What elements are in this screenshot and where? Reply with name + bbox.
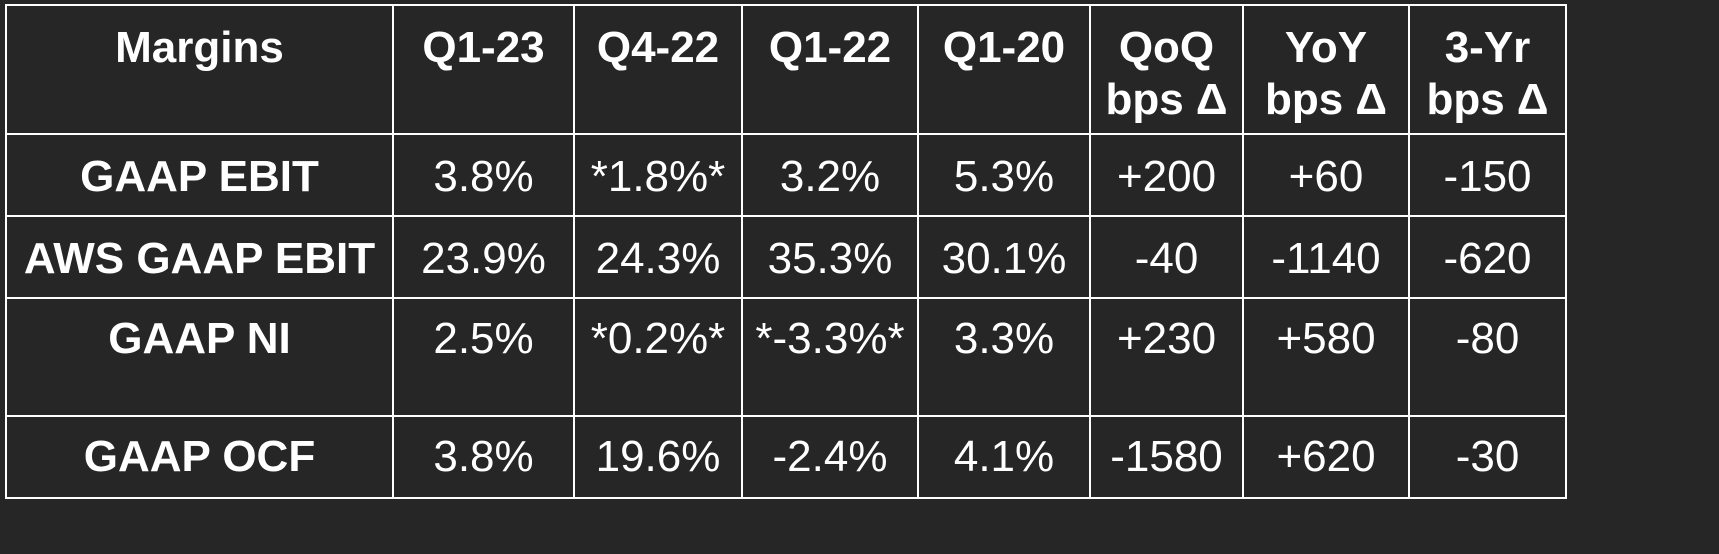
header-yoy-line1: YoY: [1284, 23, 1368, 72]
table-row: AWS GAAP EBIT 23.9% 24.3% 35.3% 30.1% -4…: [5, 215, 1567, 299]
margins-table: Margins Q1-23 Q4-22 Q1-22 Q1-20 QoQ bps Δ…: [5, 4, 1567, 499]
table-row: GAAP EBIT 3.8% *1.8%* 3.2% 5.3% +200 +60…: [5, 133, 1567, 217]
header-3yr-line1: 3-Yr: [1444, 23, 1531, 72]
table-cell: 3.2%: [741, 133, 919, 217]
table-cell: 24.3%: [573, 215, 743, 299]
header-q1-20: Q1-20: [917, 4, 1091, 135]
table-cell: +620: [1242, 415, 1410, 499]
table-cell: 5.3%: [917, 133, 1091, 217]
table-row: GAAP OCF 3.8% 19.6% -2.4% 4.1% -1580 +62…: [5, 415, 1567, 499]
header-yoy-line2: bps Δ: [1264, 75, 1388, 124]
header-q1-20-label: Q1-20: [942, 23, 1066, 72]
table-cell: -150: [1408, 133, 1567, 217]
header-yoy: YoY bps Δ: [1242, 4, 1410, 135]
header-qoq-line2: bps Δ: [1105, 75, 1228, 124]
header-margins-label: Margins: [115, 23, 284, 72]
table-row: GAAP NI 2.5% *0.2%* *-3.3%* 3.3% +230 +5…: [5, 297, 1567, 417]
header-q4-22-label: Q4-22: [596, 23, 720, 72]
header-q4-22: Q4-22: [573, 4, 743, 135]
row-label: GAAP NI: [5, 297, 394, 417]
header-3yr: 3-Yr bps Δ: [1408, 4, 1567, 135]
table-cell: 19.6%: [573, 415, 743, 499]
table-cell: *-3.3%*: [741, 297, 919, 417]
table-cell: +580: [1242, 297, 1410, 417]
table-cell: 2.5%: [392, 297, 575, 417]
table-cell: +200: [1089, 133, 1244, 217]
header-3yr-line2: bps Δ: [1426, 75, 1549, 124]
table-cell: 3.8%: [392, 133, 575, 217]
table-cell: -2.4%: [741, 415, 919, 499]
table-cell: *1.8%*: [573, 133, 743, 217]
margins-table-container: Margins Q1-23 Q4-22 Q1-22 Q1-20 QoQ bps Δ…: [5, 4, 1567, 499]
header-q1-22-label: Q1-22: [768, 23, 892, 72]
table-cell: -620: [1408, 215, 1567, 299]
table-cell: -30: [1408, 415, 1567, 499]
table-cell: 35.3%: [741, 215, 919, 299]
table-cell: 4.1%: [917, 415, 1091, 499]
table-header-row: Margins Q1-23 Q4-22 Q1-22 Q1-20 QoQ bps Δ…: [5, 4, 1567, 135]
header-q1-23-label: Q1-23: [422, 23, 545, 72]
table-cell: -1140: [1242, 215, 1410, 299]
table-cell: *0.2%*: [573, 297, 743, 417]
row-label: AWS GAAP EBIT: [5, 215, 394, 299]
header-qoq: QoQ bps Δ: [1089, 4, 1244, 135]
row-label: GAAP OCF: [5, 415, 394, 499]
header-qoq-line1: QoQ: [1118, 23, 1215, 72]
header-q1-23: Q1-23: [392, 4, 575, 135]
table-cell: -40: [1089, 215, 1244, 299]
table-cell: 23.9%: [392, 215, 575, 299]
table-cell: -80: [1408, 297, 1567, 417]
table-cell: 3.8%: [392, 415, 575, 499]
table-cell: +230: [1089, 297, 1244, 417]
table-cell: 30.1%: [917, 215, 1091, 299]
header-margins: Margins: [5, 4, 394, 135]
table-cell: +60: [1242, 133, 1410, 217]
row-label: GAAP EBIT: [5, 133, 394, 217]
table-cell: 3.3%: [917, 297, 1091, 417]
table-cell: -1580: [1089, 415, 1244, 499]
header-q1-22: Q1-22: [741, 4, 919, 135]
